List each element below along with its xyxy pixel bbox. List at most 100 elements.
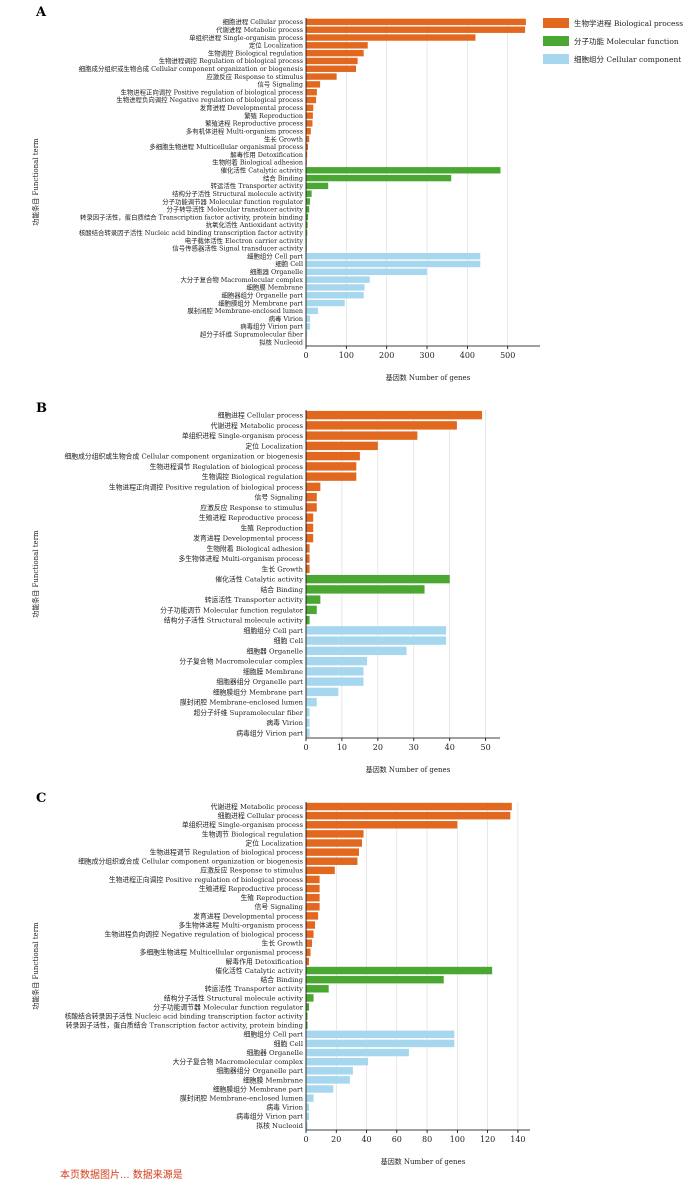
bar-bp bbox=[306, 802, 512, 811]
category-label: 分子复合物 Macromolecular complex bbox=[179, 657, 303, 666]
category-label: 发育进程 Developmental process bbox=[193, 911, 303, 920]
category-label: 单组织进程 Single-organism process bbox=[182, 820, 304, 829]
bar-cc bbox=[306, 323, 311, 330]
category-label: 生物进程负向调控 Negative regulation of biologic… bbox=[105, 929, 304, 938]
category-label: 大分子复合物 Macromolecular complex bbox=[173, 1057, 304, 1066]
category-label: 催化活性 Catalytic activity bbox=[215, 575, 303, 584]
x-tick-label: 200 bbox=[379, 351, 394, 360]
category-label: 病毒组分 Virion part bbox=[236, 1112, 303, 1121]
x-tick-label: 30 bbox=[409, 743, 419, 752]
category-label: 分子转导活性 Molecular transducer activity bbox=[166, 205, 303, 214]
category-label: 核酸结合转录因子活性 Nucleic acid binding transcri… bbox=[65, 1011, 304, 1020]
x-tick-label: 140 bbox=[510, 1135, 525, 1144]
bar-bp bbox=[306, 848, 359, 856]
category-label: 细胞成分组织或合成 Cellular component organizatio… bbox=[78, 857, 303, 866]
panel-letter: C bbox=[36, 791, 46, 806]
category-label: 膜封闭腔 Membrane-enclosed lumen bbox=[180, 698, 304, 707]
bar-cc bbox=[306, 1085, 334, 1093]
category-label: 转运活性 Transporter activity bbox=[205, 984, 303, 993]
category-label: 定位 Localization bbox=[245, 838, 303, 847]
legend-swatch-mf bbox=[543, 36, 569, 46]
bar-cc bbox=[306, 626, 447, 635]
bar-cc bbox=[306, 718, 310, 727]
bar-bp bbox=[306, 26, 526, 33]
x-tick-label: 300 bbox=[419, 351, 434, 360]
x-tick-label: 40 bbox=[361, 1135, 371, 1144]
category-label: 抗氧化活性 Antioxidant activity bbox=[206, 220, 304, 229]
bar-cc bbox=[306, 260, 481, 268]
x-tick-label: 20 bbox=[373, 743, 383, 752]
x-tick-label: 10 bbox=[337, 743, 347, 752]
category-label: 结合 Binding bbox=[260, 975, 303, 984]
bar-bp bbox=[306, 811, 511, 820]
bar-bp bbox=[306, 554, 310, 563]
bar-cc bbox=[306, 1076, 350, 1084]
category-label: 催化活性 Catalytic activity bbox=[215, 966, 303, 975]
x-tick-label: 0 bbox=[303, 1135, 308, 1144]
bar-mf bbox=[306, 182, 329, 190]
category-label: 代谢进程 Metabolic process bbox=[211, 802, 304, 811]
category-label: 病毒 Virion bbox=[266, 718, 303, 727]
bar-cc bbox=[306, 636, 447, 645]
bar-cc bbox=[306, 331, 308, 338]
category-label: 信号 Signaling bbox=[255, 493, 304, 502]
x-tick-label: 60 bbox=[392, 1135, 402, 1144]
category-label: 发育进程 Developmental process bbox=[200, 103, 303, 112]
y-axis-label: 功能条目 Functional term bbox=[31, 530, 40, 618]
x-tick-label: 100 bbox=[339, 351, 354, 360]
bar-bp bbox=[306, 73, 337, 80]
category-label: 生殖 Reproduction bbox=[241, 523, 304, 532]
bar-bp bbox=[306, 18, 526, 26]
bar-bp bbox=[306, 930, 314, 938]
category-label: 生殖进程 Reproductive process bbox=[199, 513, 304, 522]
category-label: 生物进程调控 Regulation of biological process bbox=[159, 56, 303, 65]
bar-bp bbox=[306, 523, 314, 533]
category-label: 结合 Binding bbox=[260, 585, 303, 594]
category-label: 细胞器 Organelle bbox=[250, 267, 303, 276]
bar-bp bbox=[306, 903, 320, 911]
bar-bp bbox=[306, 921, 316, 929]
bar-bp bbox=[306, 143, 309, 151]
bar-mf bbox=[306, 198, 311, 205]
category-label: 代谢进程 Metabolic process bbox=[216, 25, 303, 34]
category-label: 分子功能调节器 Molecular function regulator bbox=[162, 197, 304, 206]
bar-bp bbox=[306, 482, 321, 492]
category-label: 细胞膜 Membrane bbox=[243, 1075, 303, 1084]
y-axis-label: 功能条目 Functional term bbox=[31, 138, 40, 226]
category-label: 生长 Growth bbox=[262, 939, 304, 948]
legend-label-bp: 生物学进程 Biological process bbox=[574, 18, 683, 28]
category-label: 细胞膜组分 Membrane part bbox=[218, 298, 303, 307]
bar-cc bbox=[306, 667, 364, 676]
bar-bp bbox=[306, 42, 368, 49]
bar-cc bbox=[306, 1067, 353, 1075]
category-label: 生物附着 Biological adhesion bbox=[212, 158, 303, 167]
category-label: 单组织进程 Single-organism process bbox=[189, 33, 303, 42]
x-tick-label: 120 bbox=[480, 1135, 495, 1144]
category-label: 细胞 Cell bbox=[274, 1039, 303, 1048]
category-label: 结构分子活性 Structural molecule activity bbox=[172, 189, 303, 198]
category-label: 多细胞生物进程 Multicellular organismal process bbox=[140, 948, 304, 957]
bar-bp bbox=[306, 503, 317, 512]
category-label: 病毒 Virion bbox=[266, 1103, 303, 1112]
category-label: 细胞器 Organelle bbox=[246, 1048, 303, 1057]
bar-cc bbox=[306, 646, 407, 656]
x-tick-label: 80 bbox=[422, 1135, 432, 1144]
category-label: 膜封闭腔 Membrane-enclosed lumen bbox=[180, 1093, 304, 1102]
bar-bp bbox=[306, 421, 457, 430]
bar-mf bbox=[306, 237, 307, 244]
category-label: 电子载体活性 Electron carrier activity bbox=[185, 236, 304, 245]
category-label: 生殖 Reproduction bbox=[241, 893, 304, 902]
bar-bp bbox=[306, 857, 358, 865]
x-tick-label: 20 bbox=[331, 1135, 341, 1144]
bar-mf bbox=[306, 1003, 310, 1011]
category-label: 繁殖进程 Reproductive process bbox=[205, 119, 303, 128]
bar-bp bbox=[306, 159, 307, 166]
category-label: 生物进程正向调控 Positive regulation of biologic… bbox=[120, 87, 303, 96]
bar-cc bbox=[306, 338, 307, 346]
category-label: 细胞器 Organelle bbox=[246, 646, 303, 655]
category-label: 转运活性 Transporter activity bbox=[205, 595, 303, 604]
bar-mf bbox=[306, 206, 310, 213]
category-label: 繁殖 Reproduction bbox=[244, 111, 303, 120]
